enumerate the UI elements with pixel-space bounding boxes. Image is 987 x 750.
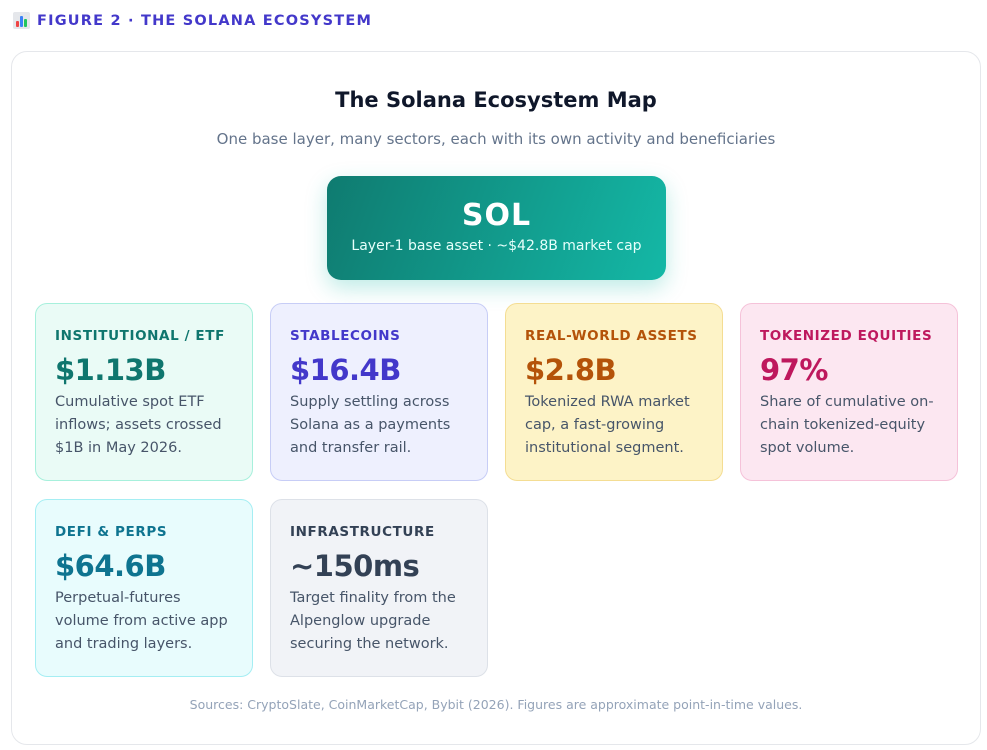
- figure-label-text: FIGURE 2 · THE SOLANA ECOSYSTEM: [37, 12, 373, 29]
- ecosystem-map-card: The Solana Ecosystem Map One base layer,…: [11, 51, 981, 745]
- sol-base-box: SOL Layer-1 base asset · ~$42.8B market …: [327, 176, 666, 280]
- sector-description: Target finality from the Alpenglow upgra…: [290, 590, 456, 652]
- sector-value: $2.8B: [525, 353, 617, 387]
- sector-description: Share of cumulative on-chain tokenized-e…: [760, 394, 934, 456]
- sector-description: Tokenized RWA market cap, a fast-growing…: [525, 394, 690, 456]
- sector-value: 97%: [760, 353, 828, 387]
- sector-tile-tokenized-equities: TOKENIZED EQUITIES 97% Share of cumulati…: [740, 303, 958, 481]
- sol-name: SOL: [461, 198, 532, 233]
- sector-label: DEFI & PERPS: [55, 524, 168, 540]
- sector-tile-institutional-etf: INSTITUTIONAL / ETF $1.13B Cumulative sp…: [35, 303, 253, 481]
- sector-value: $64.6B: [55, 549, 166, 583]
- sol-description: Layer-1 base asset · ~$42.8B market cap: [351, 238, 642, 254]
- sector-tile-stablecoins: STABLECOINS $16.4B Supply settling acros…: [270, 303, 488, 481]
- sources-note: Sources: CryptoSlate, CoinMarketCap, Byb…: [189, 697, 803, 712]
- sector-description: Supply settling across Solana as a payme…: [290, 394, 451, 456]
- sector-label: INSTITUTIONAL / ETF: [55, 328, 225, 344]
- sector-description: Perpetual-futures volume from active app…: [55, 590, 228, 652]
- sector-tile-real-world-assets: REAL-WORLD ASSETS $2.8B Tokenized RWA ma…: [505, 303, 723, 481]
- sector-tile-infrastructure: INFRASTRUCTURE ~150ms Target finality fr…: [270, 499, 488, 677]
- sector-label: REAL-WORLD ASSETS: [525, 328, 698, 344]
- sector-value: $16.4B: [290, 353, 401, 387]
- figure-label: FIGURE 2 · THE SOLANA ECOSYSTEM: [13, 12, 372, 29]
- map-subtitle: One base layer, many sectors, each with …: [216, 130, 776, 148]
- sector-value: $1.13B: [55, 353, 166, 387]
- sector-value: ~150ms: [290, 549, 420, 583]
- sector-label: TOKENIZED EQUITIES: [760, 328, 933, 344]
- map-title: The Solana Ecosystem Map: [335, 88, 657, 112]
- sector-description: Cumulative spot ETF inflows; assets cros…: [55, 394, 222, 456]
- sector-label: STABLECOINS: [290, 328, 401, 344]
- bar-chart-icon: [13, 12, 30, 29]
- sector-tile-defi-perps: DEFI & PERPS $64.6B Perpetual-futures vo…: [35, 499, 253, 677]
- sector-label: INFRASTRUCTURE: [290, 524, 435, 540]
